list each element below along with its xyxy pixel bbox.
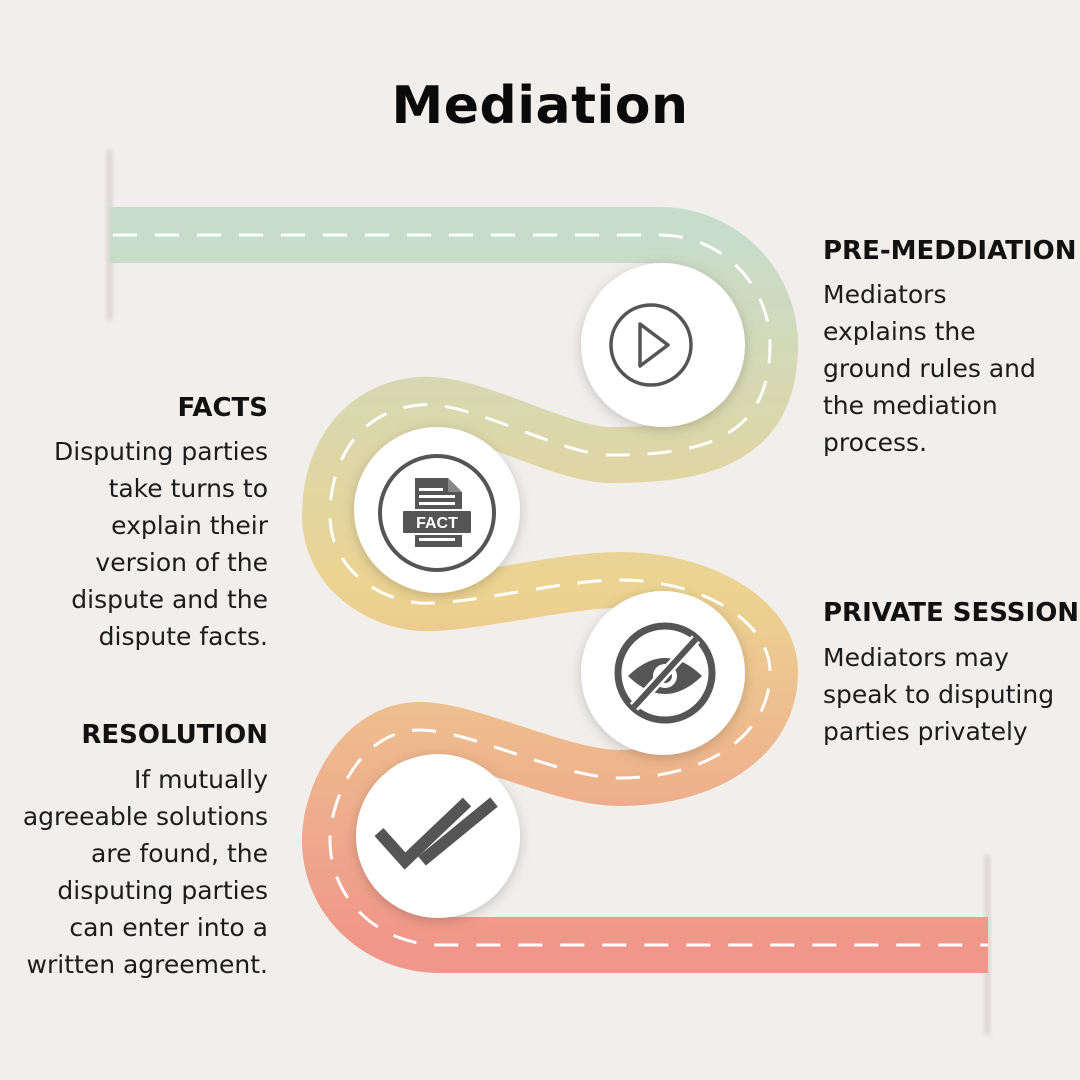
double-check-icon [374, 797, 498, 870]
step-body-pre-mediation: Mediators explains the ground rules and … [823, 280, 1036, 457]
step-heading-facts: FACTS [177, 393, 268, 423]
step-heading-pre-mediation: PRE-MEDDIATION [823, 236, 1077, 266]
road-start-post [107, 150, 112, 320]
step-circle-resolution [356, 754, 520, 918]
fact-document-icon: FACT [378, 454, 496, 572]
fact-icon-label: FACT [416, 515, 458, 532]
play-icon [609, 303, 693, 387]
road-center-dashes [110, 233, 988, 947]
step-body-resolution: If mutually agreeable solutions are foun… [22, 765, 268, 979]
step-circle-pre-mediation [581, 263, 745, 427]
step-circle-private-session [581, 591, 745, 755]
eye-slash-icon [614, 622, 716, 724]
step-heading-resolution: RESOLUTION [81, 720, 268, 750]
step-body-facts: Disputing parties take turns to explain … [54, 437, 268, 651]
step-heading-private-session: PRIVATE SESSION [823, 598, 1080, 628]
page-title: Mediation [391, 76, 689, 136]
step-body-private-session: Mediators may speak to disputing parties… [823, 643, 1055, 746]
step-circle-facts: FACT [354, 427, 520, 593]
